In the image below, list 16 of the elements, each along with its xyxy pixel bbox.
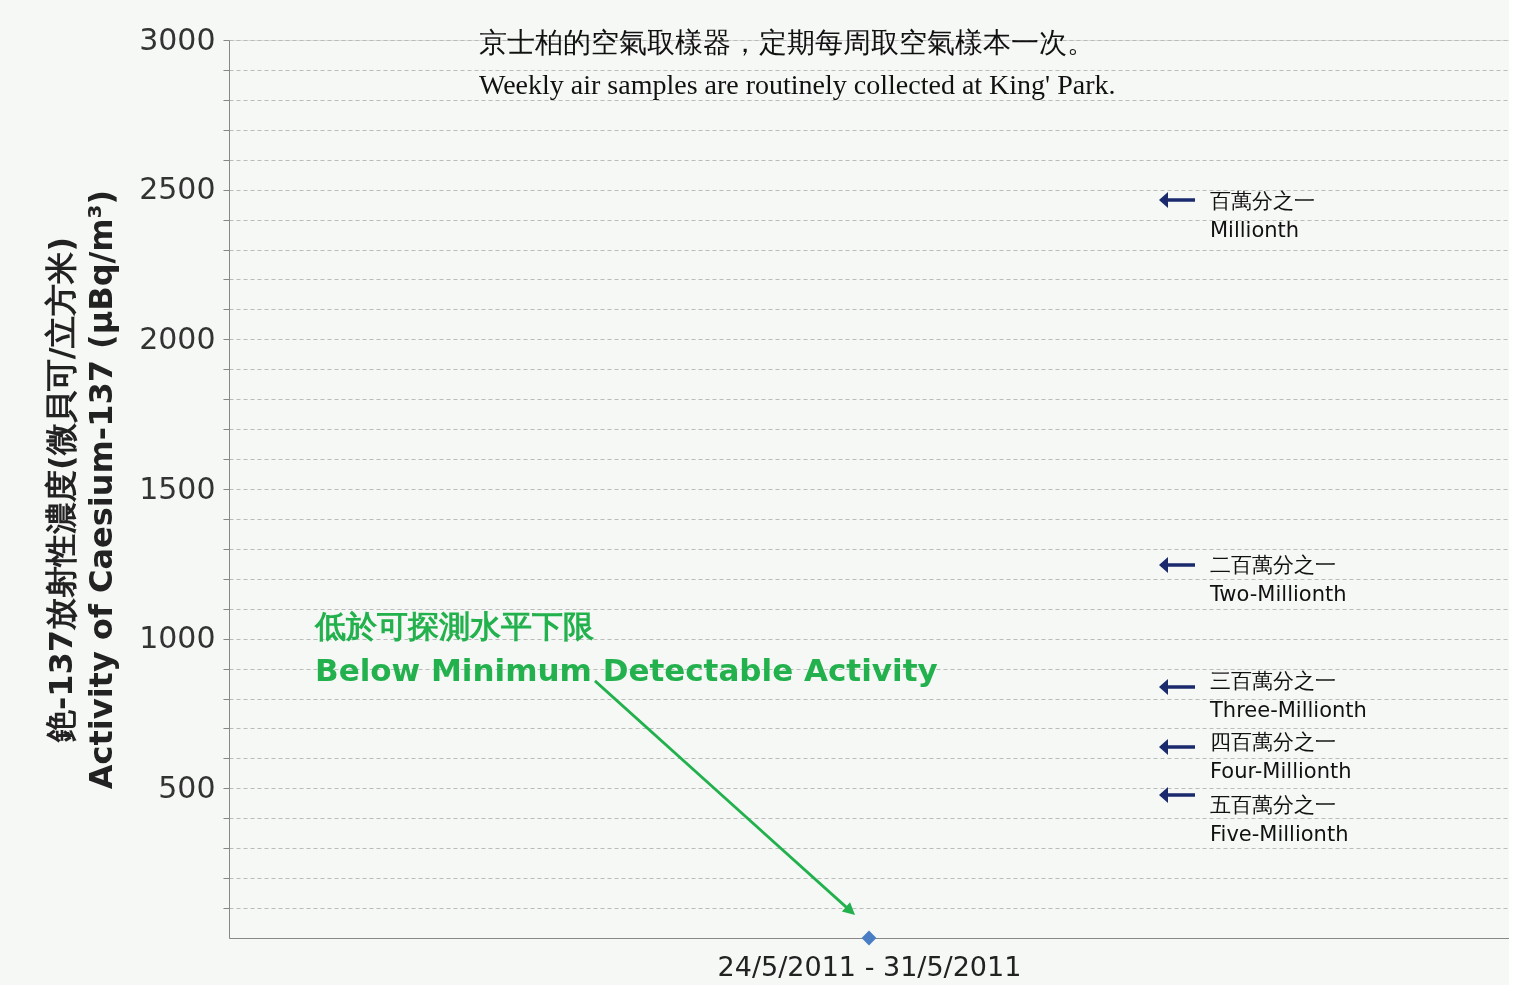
annotation: 京士柏的空氣取樣器，定期每周取空氣樣本一次。 [479, 26, 1095, 59]
y-axis-title: 銫-137放射性濃度(微貝可/立方米) Activity of Caesium-137 (µBq/m³) [42, 189, 121, 790]
y-tick-label: 3000 [139, 21, 216, 57]
annotation: 二百萬分之一 Two-Millionth [1209, 553, 1347, 606]
y-tick-label: 1000 [139, 620, 216, 656]
annotation: Weekly air samples are routinely collected at King' Park. [479, 69, 1116, 100]
annotation: 百萬分之一 Millionth [1210, 189, 1315, 242]
annotation: 五百萬分之一 Five-Millionth [1210, 793, 1349, 846]
y-tick-label: 1500 [139, 470, 216, 506]
x-tick-label: 24/5/2011 - 31/5/2011 [717, 950, 1022, 982]
annotation: 三百萬分之一 Three-Millionth [1209, 669, 1367, 722]
annotation: 四百萬分之一 Four-Millionth [1210, 730, 1352, 783]
y-tick-label: 2000 [139, 320, 216, 356]
y-tick-label: 500 [158, 769, 216, 805]
y-tick-label: 2500 [139, 171, 216, 207]
annotation: 低於可探測水平下限 Below Minimum Detectable Activity [314, 608, 938, 688]
